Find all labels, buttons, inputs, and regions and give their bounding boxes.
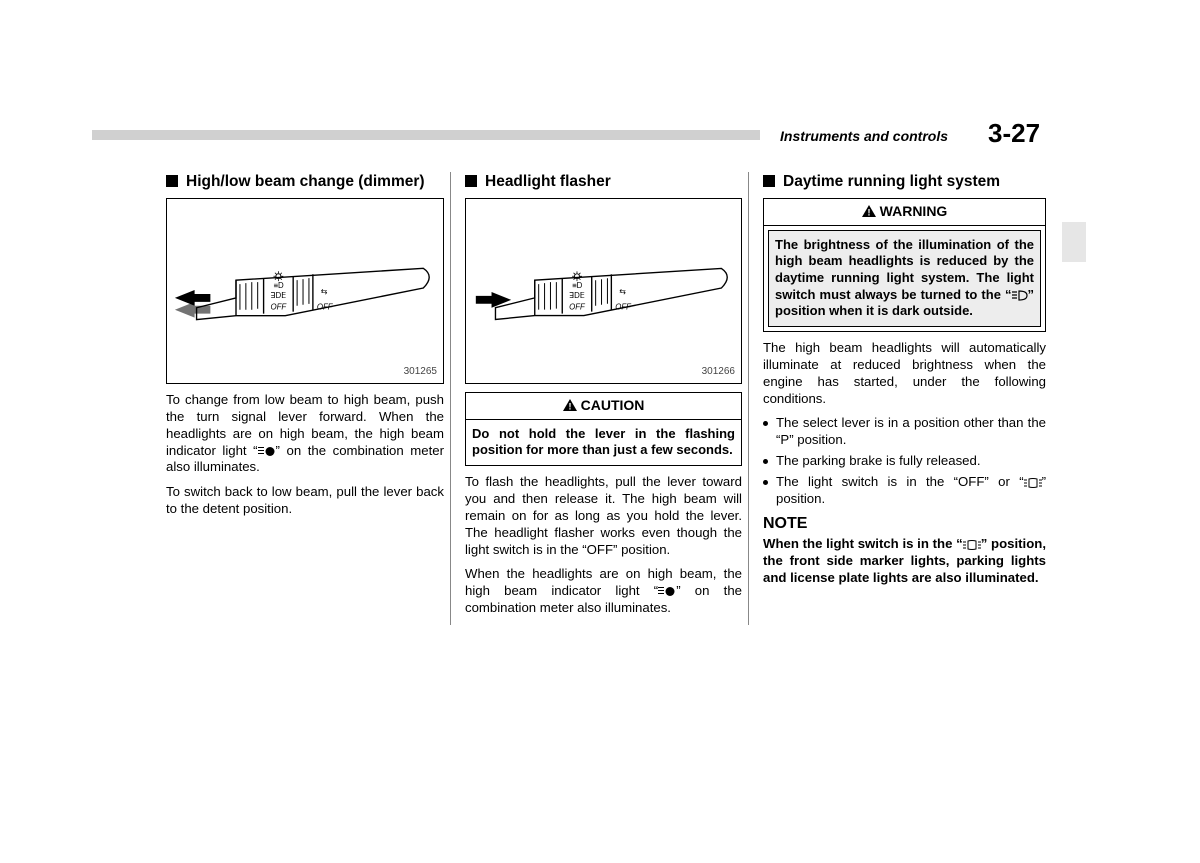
note-body: When the light switch is in the “” posit…	[763, 536, 1046, 587]
svg-text:⇆: ⇆	[321, 287, 328, 296]
list-item: The select lever is in a position other …	[763, 415, 1046, 449]
svg-text:OFF: OFF	[569, 302, 586, 311]
parking-light-icon	[1024, 478, 1042, 488]
figure-dimmer: ≡D ꓱDꓰ OFF ⇆ OFF 301265	[166, 198, 444, 384]
warning-head: !WARNING	[764, 199, 1045, 226]
note-heading: NOTE	[763, 514, 1046, 534]
column-3: Daytime running light system !WARNING Th…	[748, 172, 1052, 625]
paragraph: When the headlights are on high beam, th…	[465, 566, 742, 617]
column-2: Headlight flasher ≡D ꓱDꓰ OFF ⇆ OFF	[450, 172, 748, 625]
section-heading-drl: Daytime running light system	[763, 172, 1046, 192]
svg-text:!: !	[867, 207, 870, 217]
parking-light-icon	[963, 540, 981, 550]
bullet-dot-icon	[763, 459, 768, 464]
bullet-square-icon	[465, 175, 477, 187]
caution-body: Do not hold the lever in the flashing po…	[466, 420, 741, 465]
paragraph: To switch back to low beam, pull the lev…	[166, 484, 444, 518]
paragraph: To flash the headlights, pull the lever …	[465, 474, 742, 558]
high-beam-icon	[258, 446, 276, 457]
heading-text: Headlight flasher	[485, 172, 611, 192]
section-heading-dimmer: High/low beam change (dimmer)	[166, 172, 444, 192]
column-1: High/low beam change (dimmer) ≡D ꓱDꓰ OFF…	[160, 172, 450, 625]
lever-illustration: ≡D ꓱDꓰ OFF ⇆ OFF	[466, 199, 741, 383]
bullet-dot-icon	[763, 480, 768, 485]
paragraph: To change from low beam to high beam, pu…	[166, 392, 444, 476]
bullet-dot-icon	[763, 421, 768, 426]
caution-box: !CAUTION Do not hold the lever in the fl…	[465, 392, 742, 466]
figure-flasher: ≡D ꓱDꓰ OFF ⇆ OFF 301266	[465, 198, 742, 384]
svg-text:≡D: ≡D	[273, 281, 284, 290]
svg-text:!: !	[568, 401, 571, 411]
page-body: High/low beam change (dimmer) ≡D ꓱDꓰ OFF…	[160, 120, 1060, 625]
list-item: The light switch is in the “OFF” or “” p…	[763, 474, 1046, 508]
paragraph: The high beam headlights will automatica…	[763, 340, 1046, 408]
caution-head: !CAUTION	[466, 393, 741, 420]
svg-text:⇆: ⇆	[619, 287, 626, 296]
bullet-square-icon	[166, 175, 178, 187]
warning-body: The brightness of the illumination of th…	[768, 230, 1041, 327]
svg-text:OFF: OFF	[317, 303, 334, 312]
svg-text:OFF: OFF	[615, 302, 632, 311]
push-arrow-icon	[175, 290, 210, 318]
figure-number: 301266	[702, 366, 735, 379]
warning-box: !WARNING The brightness of the illuminat…	[763, 198, 1046, 332]
warning-triangle-icon: !	[563, 399, 577, 411]
thumb-tab	[1062, 222, 1086, 262]
svg-text:≡D: ≡D	[572, 281, 583, 290]
bullet-square-icon	[763, 175, 775, 187]
warning-triangle-icon: !	[862, 205, 876, 217]
headlight-icon	[1012, 290, 1028, 301]
svg-text:ꓱDꓰ: ꓱDꓰ	[569, 291, 585, 300]
lever-illustration: ≡D ꓱDꓰ OFF ⇆ OFF	[167, 199, 443, 383]
svg-text:OFF: OFF	[271, 303, 288, 312]
heading-text: Daytime running light system	[783, 172, 1000, 192]
svg-text:ꓱDꓰ: ꓱDꓰ	[271, 291, 287, 300]
list-item: The parking brake is fully released.	[763, 453, 1046, 470]
heading-text: High/low beam change (dimmer)	[186, 172, 425, 192]
high-beam-icon	[658, 586, 676, 597]
figure-number: 301265	[404, 366, 437, 379]
section-heading-flasher: Headlight flasher	[465, 172, 742, 192]
